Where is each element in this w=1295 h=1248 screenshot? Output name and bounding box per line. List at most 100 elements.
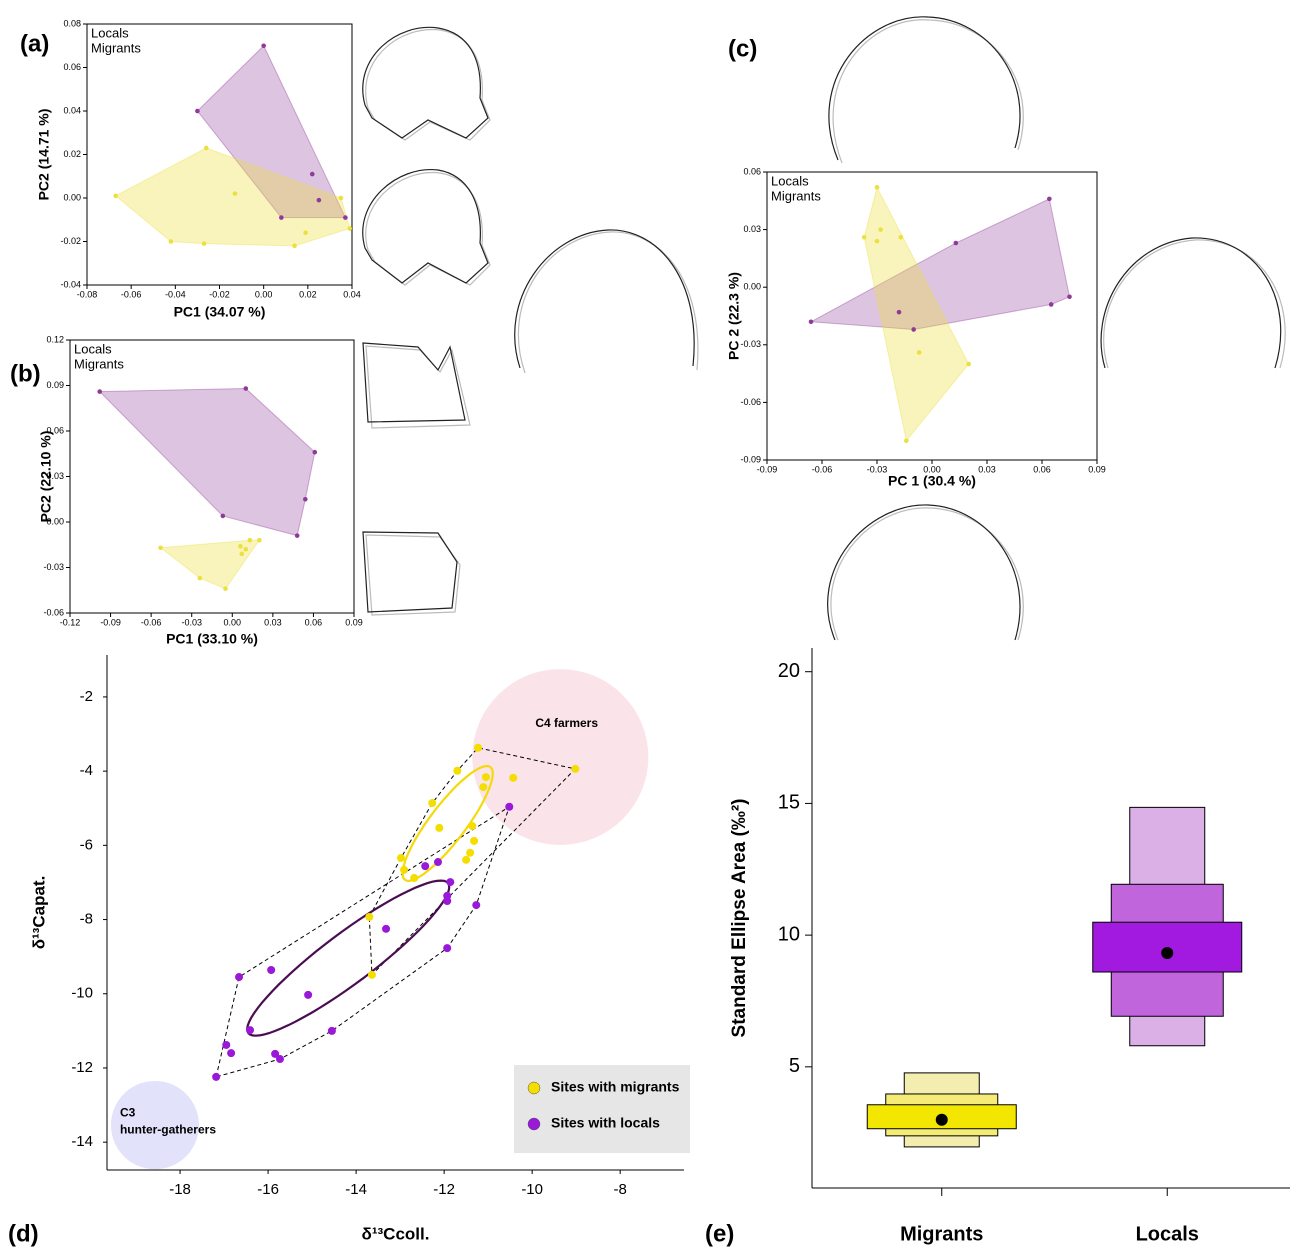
point: [239, 551, 245, 557]
y-tick-label: 0.00: [743, 282, 761, 292]
point: [113, 193, 119, 199]
point: [312, 449, 318, 455]
point: [222, 1040, 231, 1049]
legend-box: [514, 1065, 690, 1153]
legend-label: Locals: [74, 341, 112, 356]
x-tick-label: -0.06: [812, 464, 833, 474]
plot-frame: [69, 339, 355, 614]
x-tick-label: -0.12: [60, 617, 81, 627]
y-tick-label: 0.09: [46, 380, 64, 390]
y-tick-label: 20: [778, 660, 800, 682]
y-tick-label: -8: [80, 911, 93, 928]
point: [243, 547, 249, 552]
x-tick-label: 0.09: [345, 617, 363, 627]
point: [428, 799, 437, 808]
legend-label: Sites with migrants: [551, 1079, 680, 1095]
point: [470, 836, 479, 845]
point: [462, 855, 471, 864]
point: [433, 858, 442, 867]
x-tick-label: -18: [169, 1181, 191, 1198]
point: [267, 966, 276, 975]
point: [472, 901, 481, 910]
legend-label: Migrants: [91, 40, 141, 55]
point: [953, 240, 959, 246]
point: [343, 215, 348, 220]
hull: [159, 539, 261, 590]
point: [571, 764, 580, 773]
point: [453, 766, 462, 775]
point: [97, 389, 103, 394]
panel-label: (a): [20, 30, 49, 57]
legend-label: Locals: [771, 173, 809, 188]
x-tick-label: -0.02: [209, 289, 230, 299]
point: [808, 319, 814, 325]
point: [916, 350, 922, 355]
point: [223, 586, 228, 592]
plot-frame: [86, 23, 353, 286]
point: [861, 234, 867, 240]
point: [246, 1026, 255, 1035]
point: [400, 865, 409, 874]
point: [271, 1049, 280, 1058]
point: [212, 1072, 221, 1081]
legend-marker: [527, 1081, 541, 1095]
point: [316, 197, 322, 203]
point: [904, 438, 909, 444]
point: [421, 862, 430, 871]
point: [468, 822, 477, 831]
point: [878, 227, 883, 232]
legend-label: Migrants: [771, 188, 821, 203]
shape-outlines: [362, 16, 1286, 641]
point: [227, 1049, 236, 1058]
panel-label: (e): [705, 1220, 734, 1247]
region-label: C4 farmers: [535, 716, 598, 730]
plot-frame: [766, 171, 1098, 461]
x-tick-label: -10: [521, 1181, 543, 1198]
point: [275, 1055, 284, 1064]
region-label: hunter-gatherers: [120, 1122, 216, 1136]
y-tick-label: 0.04: [63, 105, 81, 115]
point: [303, 230, 308, 236]
x-tick-label: -0.06: [141, 617, 162, 627]
point: [382, 924, 391, 933]
x-tick-label: -12: [433, 1181, 455, 1198]
x-tick-label: -14: [345, 1181, 367, 1198]
x-tick-label: -0.06: [121, 289, 142, 299]
point: [347, 226, 353, 231]
y-tick-label: -10: [71, 985, 93, 1002]
y-tick-label: -6: [80, 836, 93, 853]
hull: [368, 747, 577, 976]
y-axis-title: δ¹³Capat.: [29, 876, 48, 950]
y-axis-title: PC2 (14.71 %): [36, 109, 52, 201]
point: [338, 195, 344, 201]
mode-point: [1161, 947, 1174, 960]
point: [367, 970, 376, 979]
y-tick-label: 0.00: [46, 516, 64, 526]
x-axis-title: PC1 (33.10 %): [166, 631, 258, 647]
point: [1048, 302, 1054, 307]
point: [443, 944, 452, 953]
point: [896, 309, 902, 315]
point: [220, 513, 226, 519]
point: [257, 537, 262, 543]
x-tick-label: 0.06: [305, 617, 323, 627]
point: [466, 848, 475, 857]
point: [168, 239, 174, 244]
x-tick-label: -0.08: [77, 289, 98, 299]
point: [195, 108, 200, 114]
point: [158, 545, 163, 551]
region-label: C3: [120, 1105, 136, 1119]
y-axis-title: PC 2 (22.3 %): [726, 272, 742, 360]
legend-marker: [527, 1117, 541, 1131]
y-tick-label: 0.08: [63, 18, 81, 28]
point: [235, 973, 244, 982]
y-tick-label: -2: [80, 688, 93, 705]
x-axis-title: PC 1 (30.4 %): [888, 473, 976, 489]
x-tick-label: Migrants: [900, 1223, 983, 1245]
point: [201, 241, 207, 246]
point: [243, 386, 249, 391]
x-tick-label: -0.03: [181, 617, 202, 627]
x-tick-label: 0.02: [299, 289, 317, 299]
